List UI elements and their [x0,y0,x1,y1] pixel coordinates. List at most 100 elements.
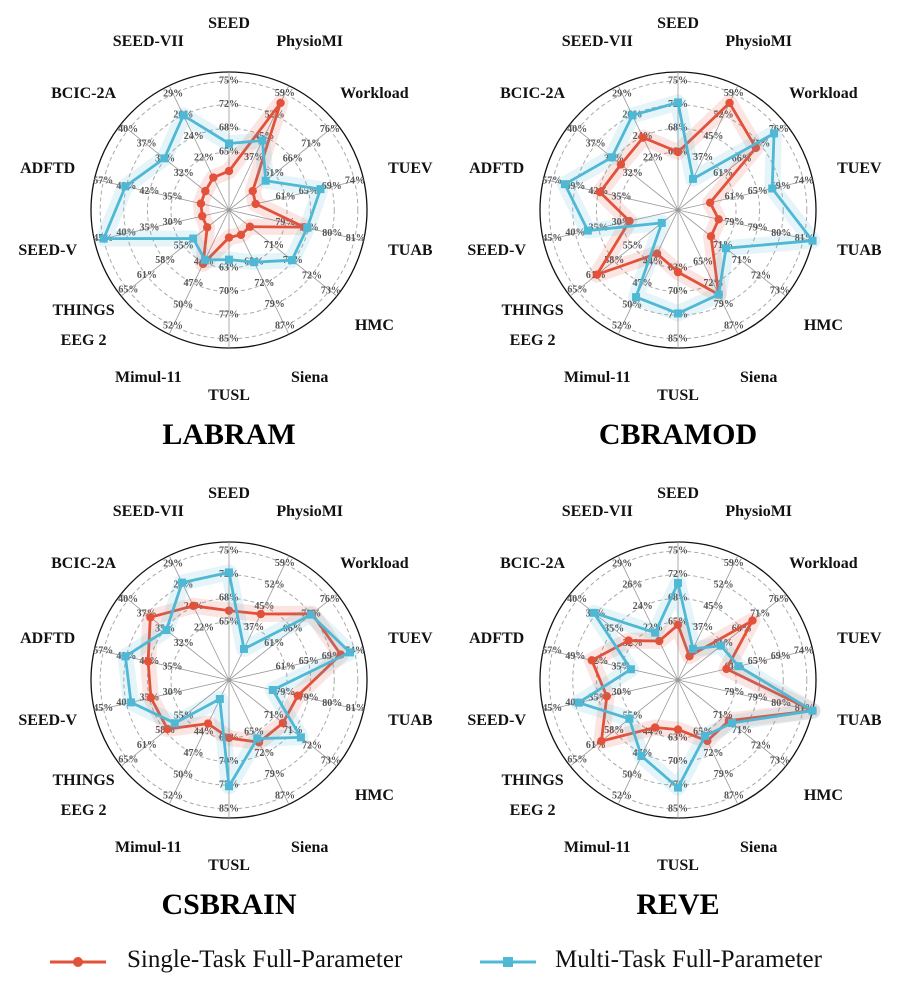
axis-label: SEED-VII [112,503,184,521]
legend-label: Multi-Task Full-Parameter [555,946,822,973]
tick-label: 45% [542,703,562,714]
tick-label: 47% [184,278,204,289]
tick-label: 30% [163,217,183,228]
marker [201,186,210,196]
tick-label: 40% [565,228,585,239]
axis-label: TUAB [837,242,882,260]
axis-label: SEED [208,485,250,502]
marker [121,652,130,661]
axis-label: Mimul-11 [114,838,182,856]
tick-label: 76% [320,124,340,135]
tick-label: 71% [301,139,321,150]
tick-label: 40% [567,124,587,135]
tick-label: 72% [751,741,771,752]
tick-label: 70% [219,756,239,767]
tick-label: 71% [264,710,284,721]
spoke [617,85,679,211]
tick-label: 57% [542,176,562,187]
axis-label: PhysioMI [276,33,344,51]
tick-label: 87% [724,321,744,332]
tick-label: 32% [174,168,194,179]
tick-label: 37% [693,152,713,163]
tick-label: 45% [703,131,723,142]
tick-label: 72% [254,278,274,289]
spoke [168,555,230,681]
marker [200,255,209,264]
marker [189,601,198,610]
marker [170,719,179,728]
axis-label: HMC [354,786,394,804]
marker [655,636,664,646]
tick-label: 68% [668,123,688,134]
tick-label: 57% [93,176,113,187]
axis-label: SEED [208,15,250,32]
tick-label: 61% [586,740,606,751]
marker [657,218,666,227]
tick-label: 47% [184,748,204,759]
tick-label: 70% [668,756,688,767]
marker [143,657,153,666]
tick-label: 58% [604,725,624,736]
marker [650,723,660,732]
spoke [94,209,230,242]
axis-label: Mimul-11 [563,368,631,386]
tick-label: 40% [567,594,587,605]
marker [225,139,233,148]
marker [674,783,682,792]
spoke [94,178,230,211]
tick-label: 72% [703,748,723,759]
marker [673,267,683,277]
spoke [569,593,679,681]
tick-label: 22% [194,622,214,633]
tick-label: 75% [219,75,239,86]
tick-label: 74% [345,176,365,187]
axis-label: SEED-V [467,712,526,730]
axis-label: Workload [340,85,409,103]
tick-label: 29% [163,88,183,99]
tick-label: 44% [643,727,663,738]
spoke [228,178,364,211]
spoke [677,209,787,297]
axis-label: Siena [291,838,329,856]
tick-label: 72% [219,99,239,110]
marker [638,133,648,142]
tick-label: 87% [275,791,295,802]
spoke [228,123,338,211]
tick-label: 79% [724,217,744,228]
tick-label: 52% [714,109,734,120]
marker [688,644,697,653]
tick-label: 35% [162,191,182,202]
tick-label: 69% [771,651,791,662]
spoke [677,178,813,211]
tick-label: 71% [750,139,770,150]
axis-label: TUEV [837,159,882,177]
grid-ring [99,550,359,810]
chart-title: CSBRAIN [161,888,297,921]
tick-label: 66% [283,623,303,634]
marker [287,256,296,265]
axis-label: TUAB [837,712,882,730]
legend-marker [73,957,83,967]
axis-label: SEED-V [467,242,526,260]
spoke [543,209,679,242]
axis-label: BCIC-2A [51,85,117,103]
marker [178,578,187,587]
marker [651,628,660,637]
tick-label: 44% [194,727,214,738]
tick-label: 72% [751,271,771,282]
spoke [617,209,679,335]
marker [245,222,255,231]
tick-label: 22% [194,152,214,163]
tick-label: 40% [118,594,138,605]
marker [189,234,198,243]
tick-label: 59% [275,88,295,99]
tick-label: 35% [588,692,608,703]
marker [146,613,155,622]
tick-label: 49% [565,181,585,192]
axis-label: HMC [803,316,843,334]
tick-label: 72% [254,748,274,759]
tick-label: 35% [139,222,159,233]
tick-label: 66% [732,153,752,164]
axis-label: SEED-V [18,712,77,730]
tick-label: 29% [612,558,632,569]
